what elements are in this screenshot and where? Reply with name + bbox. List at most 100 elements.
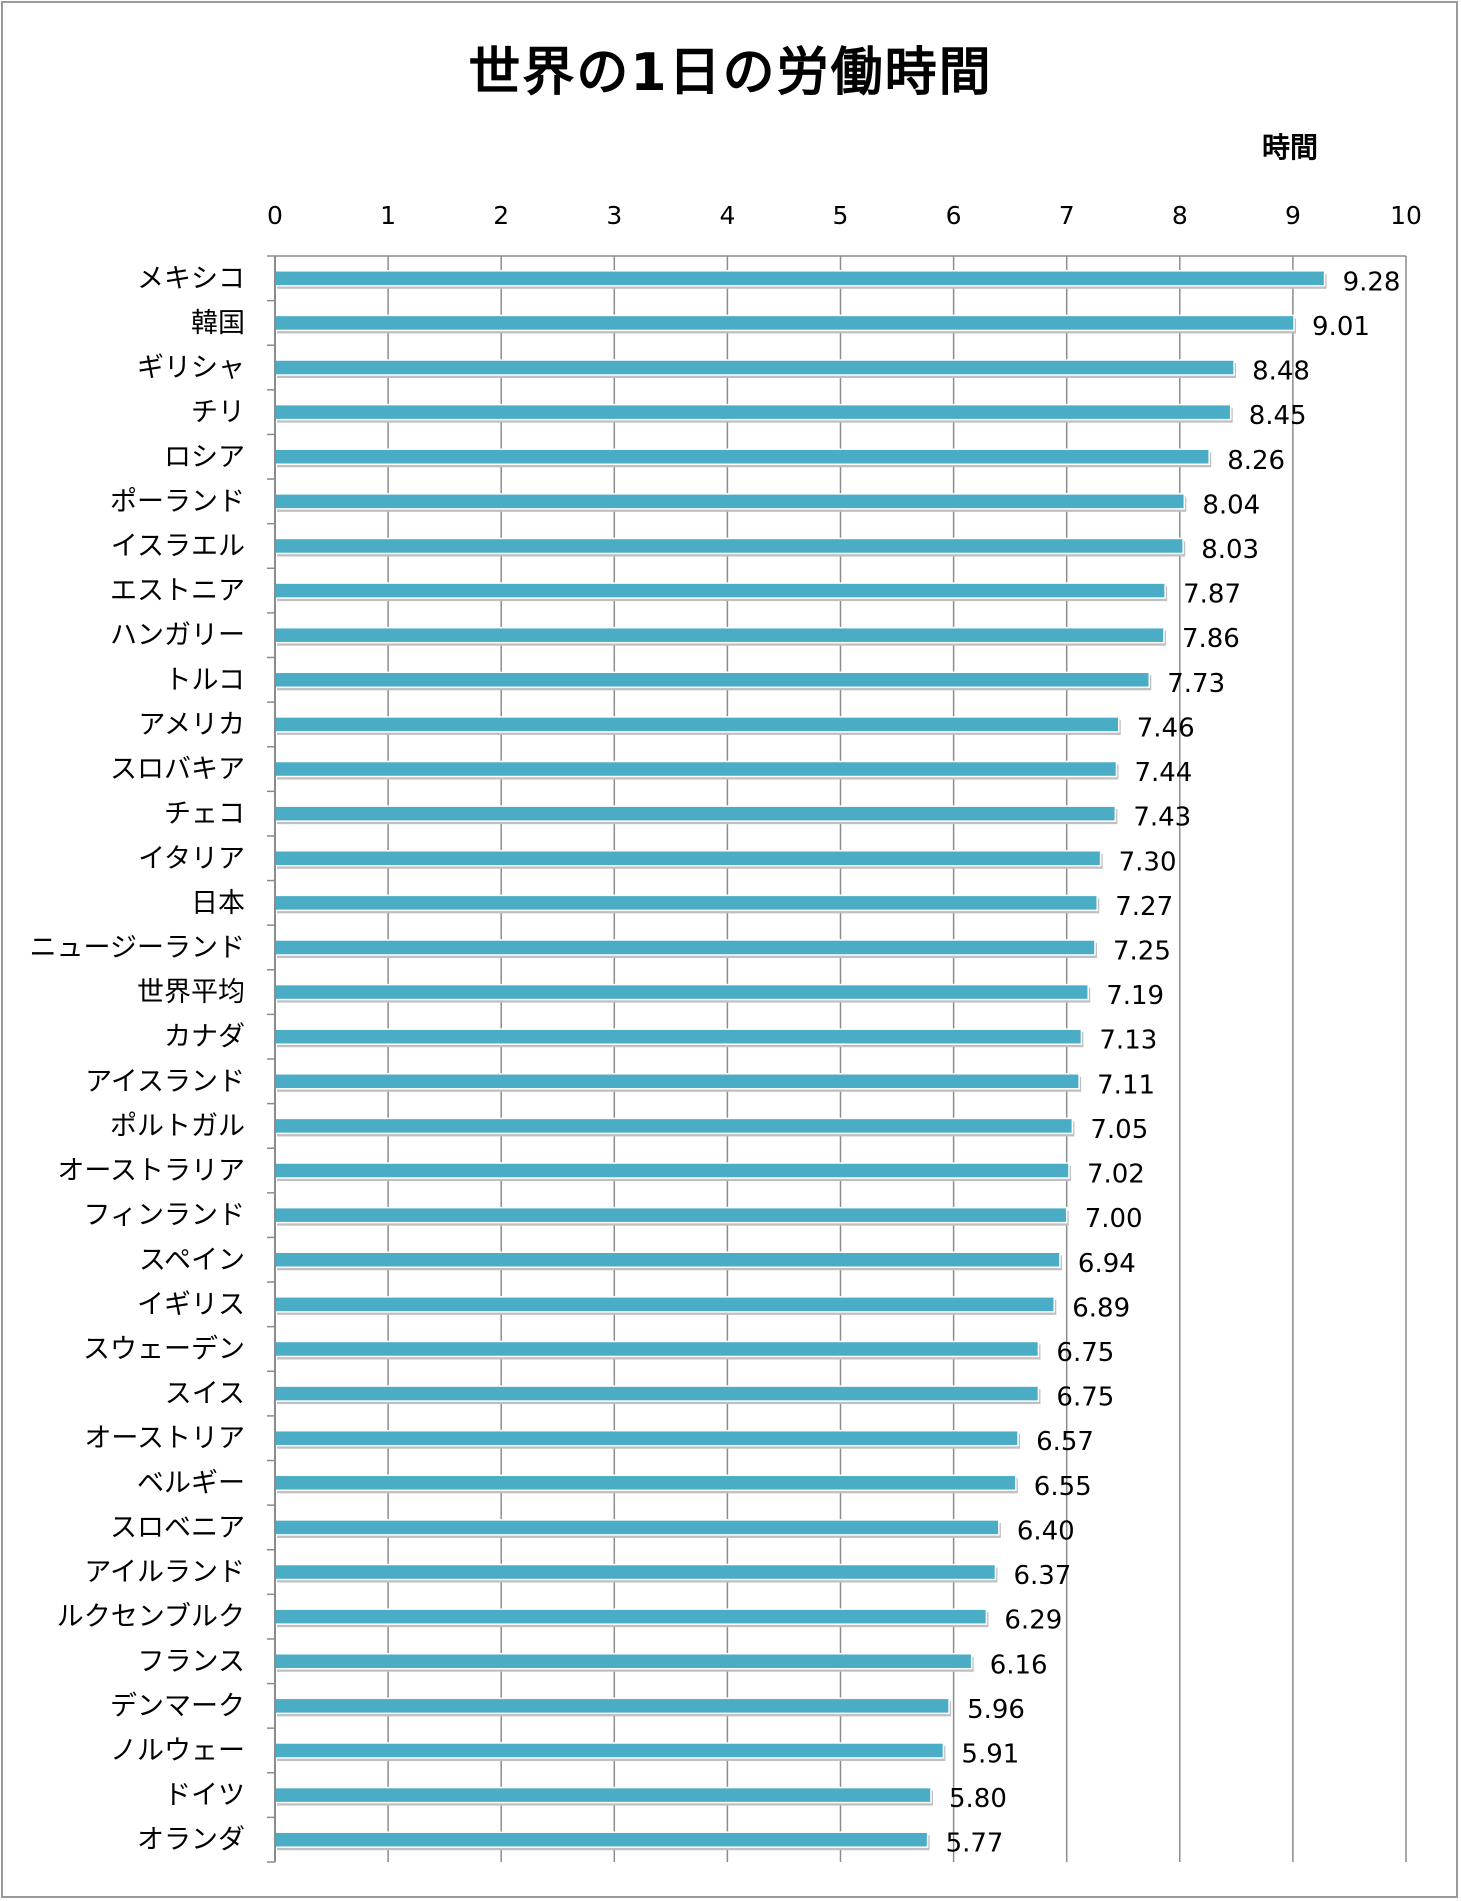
value-label: 8.04 [1202,490,1260,520]
chart-title: 世界の1日の労働時間 [468,43,993,103]
value-label: 5.80 [949,1784,1007,1814]
axis-unit-label: 時間 [1261,131,1318,164]
bar [274,1117,1074,1135]
value-label: 7.87 [1183,580,1241,610]
bar [274,716,1120,733]
value-label: 6.55 [1034,1472,1092,1502]
x-tick-label: 3 [606,201,622,230]
value-label: 7.30 [1119,847,1177,877]
value-label: 7.44 [1134,758,1192,788]
bar [274,1742,945,1759]
value-labels: 9.28 9.018.48 8.45 8.26 8.04 8.03 7.87 7.86 7.73… [946,267,1401,1858]
axis-lines [267,255,1406,1863]
category-label: カナダ [164,1022,245,1053]
value-label: 7.73 [1167,669,1225,699]
bar [274,1251,1061,1268]
bar [274,760,1118,778]
bar [274,270,1326,287]
category-label: イタリア [138,843,245,874]
value-label: 6.94 [1078,1249,1136,1279]
bar [274,403,1232,421]
bar [274,1028,1083,1045]
category-label: オランダ [137,1825,245,1856]
value-label: 8.45 [1249,401,1307,431]
value-label: 7.19 [1106,981,1164,1011]
category-label: チリ [191,397,245,428]
bar [274,1653,973,1670]
value-label: 5.77 [946,1829,1004,1859]
category-label: メキシコ [137,263,245,294]
bar [274,314,1295,332]
bar [274,671,1151,689]
x-tick-label: 6 [946,201,962,230]
category-label: チェコ [164,799,245,830]
value-label: 6.57 [1036,1427,1094,1457]
bar [274,448,1210,465]
value-label: 7.46 [1137,713,1195,743]
category-label: イギリス [137,1289,245,1320]
category-label: ロシア [164,442,245,473]
bar [274,1474,1017,1492]
value-label: 7.27 [1115,892,1173,922]
bar [274,1296,1056,1313]
category-label: エストニア [110,576,245,607]
category-label: 世界平均 [137,977,245,1008]
category-label: ポーランド [110,486,245,517]
category-label: オーストリア [84,1423,245,1454]
x-tick-label: 1 [380,201,396,230]
bar [274,805,1117,822]
value-label: 6.29 [1004,1606,1062,1636]
category-label: アイルランド [84,1557,245,1588]
category-label: スロバキア [110,754,245,785]
x-tick-label: 9 [1285,201,1301,230]
value-label: 9.28 [1343,267,1401,297]
category-label: スイス [165,1379,245,1410]
bar [274,582,1166,599]
bar [274,626,1165,644]
category-label: アメリカ [138,709,245,740]
x-tick-label: 8 [1172,201,1188,230]
bars [274,270,1327,1851]
value-label: 7.43 [1133,803,1191,833]
bar [274,1162,1070,1179]
value-label: 8.03 [1201,535,1259,565]
bar [274,1385,1040,1402]
x-tick-label: 2 [493,201,509,230]
value-label: 6.75 [1056,1383,1114,1413]
category-label: スウェーデン [83,1334,245,1365]
value-label: 8.26 [1227,446,1285,476]
value-label: 7.00 [1085,1204,1143,1234]
bar [274,493,1186,510]
bar [274,1786,932,1804]
value-label: 7.02 [1087,1160,1145,1190]
value-label: 9.01 [1312,312,1370,342]
value-label: 7.05 [1090,1115,1148,1145]
value-label: 6.89 [1072,1293,1130,1323]
bar [274,1563,997,1581]
x-tick-label: 10 [1390,201,1422,230]
bar [274,850,1102,867]
value-label: 7.25 [1113,936,1171,966]
category-label: トルコ [165,665,245,696]
gridlines [387,256,1407,1862]
category-label: スペイン [139,1245,245,1276]
bar [274,1608,988,1625]
bar [274,1340,1040,1358]
bar [274,537,1184,555]
value-label: 5.91 [961,1739,1019,1769]
value-label: 7.86 [1182,624,1240,654]
bar [274,894,1098,912]
category-label: ベルギー [137,1468,245,1499]
bar [274,1073,1080,1090]
category-label: アイスランド [85,1066,245,1097]
value-label: 8.48 [1252,357,1310,387]
category-labels: メキシコ韓国ギリシャチリロシアポーランドイスラエルエストニアハンガリートルコアメ… [30,263,245,1855]
category-label: フィンランド [84,1200,245,1231]
category-label: デンマーク [110,1691,245,1722]
value-label: 7.13 [1099,1026,1157,1056]
bar [274,983,1089,1001]
category-label: スロベニア [110,1512,245,1543]
bar [274,1206,1068,1224]
value-label: 7.11 [1097,1070,1155,1100]
bar [274,1429,1019,1447]
